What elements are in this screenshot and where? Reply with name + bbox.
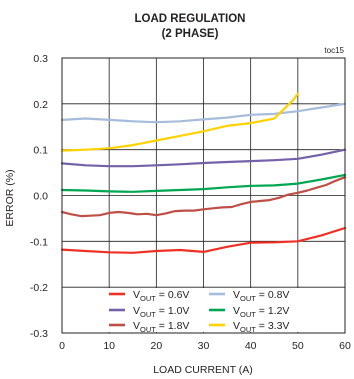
legend-label: VOUT = 1.0V xyxy=(133,305,189,319)
legend-item-0: VOUT = 0.6V xyxy=(109,289,189,303)
figure-id-note: toc15 xyxy=(324,46,344,55)
legend-item-1: VOUT = 0.8V xyxy=(209,289,289,303)
y-axis-label: ERROR (%) xyxy=(4,169,16,226)
series-line-4 xyxy=(60,176,347,218)
x-axis-label: LOAD CURRENT (A) xyxy=(153,364,253,376)
chart-title: LOAD REGULATION xyxy=(135,13,246,25)
legend-item-3: VOUT = 1.2V xyxy=(209,305,289,319)
series-line-0 xyxy=(60,226,347,254)
chart-subtitle: (2 PHASE) xyxy=(162,28,219,40)
grid xyxy=(62,58,345,333)
data-series xyxy=(60,92,347,254)
y-tick-label: -0.2 xyxy=(30,282,48,294)
x-tick-label: 10 xyxy=(103,340,115,352)
legend-item-2: VOUT = 1.0V xyxy=(109,305,189,319)
legend-item-5: VOUT = 3.3V xyxy=(209,320,289,334)
series-line-2 xyxy=(60,148,347,168)
y-tick-label: 0.3 xyxy=(33,53,48,65)
series-line-1 xyxy=(60,102,347,124)
series-line-3 xyxy=(60,173,347,193)
y-tick-label: -0.3 xyxy=(30,328,48,340)
legend-label: VOUT = 1.8V xyxy=(133,320,189,334)
legend-item-4: VOUT = 1.8V xyxy=(109,320,189,334)
plot-frame xyxy=(61,57,346,334)
x-tick-label: 0 xyxy=(59,340,65,352)
x-axis-ticks: 0 10 20 30 40 50 60 xyxy=(59,340,351,352)
x-tick-label: 30 xyxy=(198,340,210,352)
x-tick-label: 20 xyxy=(150,340,162,352)
y-tick-label: -0.1 xyxy=(30,236,48,248)
x-tick-label: 50 xyxy=(292,340,304,352)
legend-label: VOUT = 0.6V xyxy=(133,289,189,303)
y-tick-label: 0.1 xyxy=(33,145,48,157)
x-tick-label: 40 xyxy=(245,340,257,352)
y-tick-label: 0.0 xyxy=(33,191,48,203)
x-tick-label: 60 xyxy=(339,340,351,352)
y-axis-ticks: 0.3 0.2 0.1 0.0 -0.1 -0.2 -0.3 xyxy=(30,53,48,340)
legend-label: VOUT = 1.2V xyxy=(233,305,289,319)
legend-label: VOUT = 3.3V xyxy=(233,320,289,334)
legend-label: VOUT = 0.8V xyxy=(233,289,289,303)
y-tick-label: 0.2 xyxy=(33,99,48,111)
series-line-5 xyxy=(60,92,299,152)
